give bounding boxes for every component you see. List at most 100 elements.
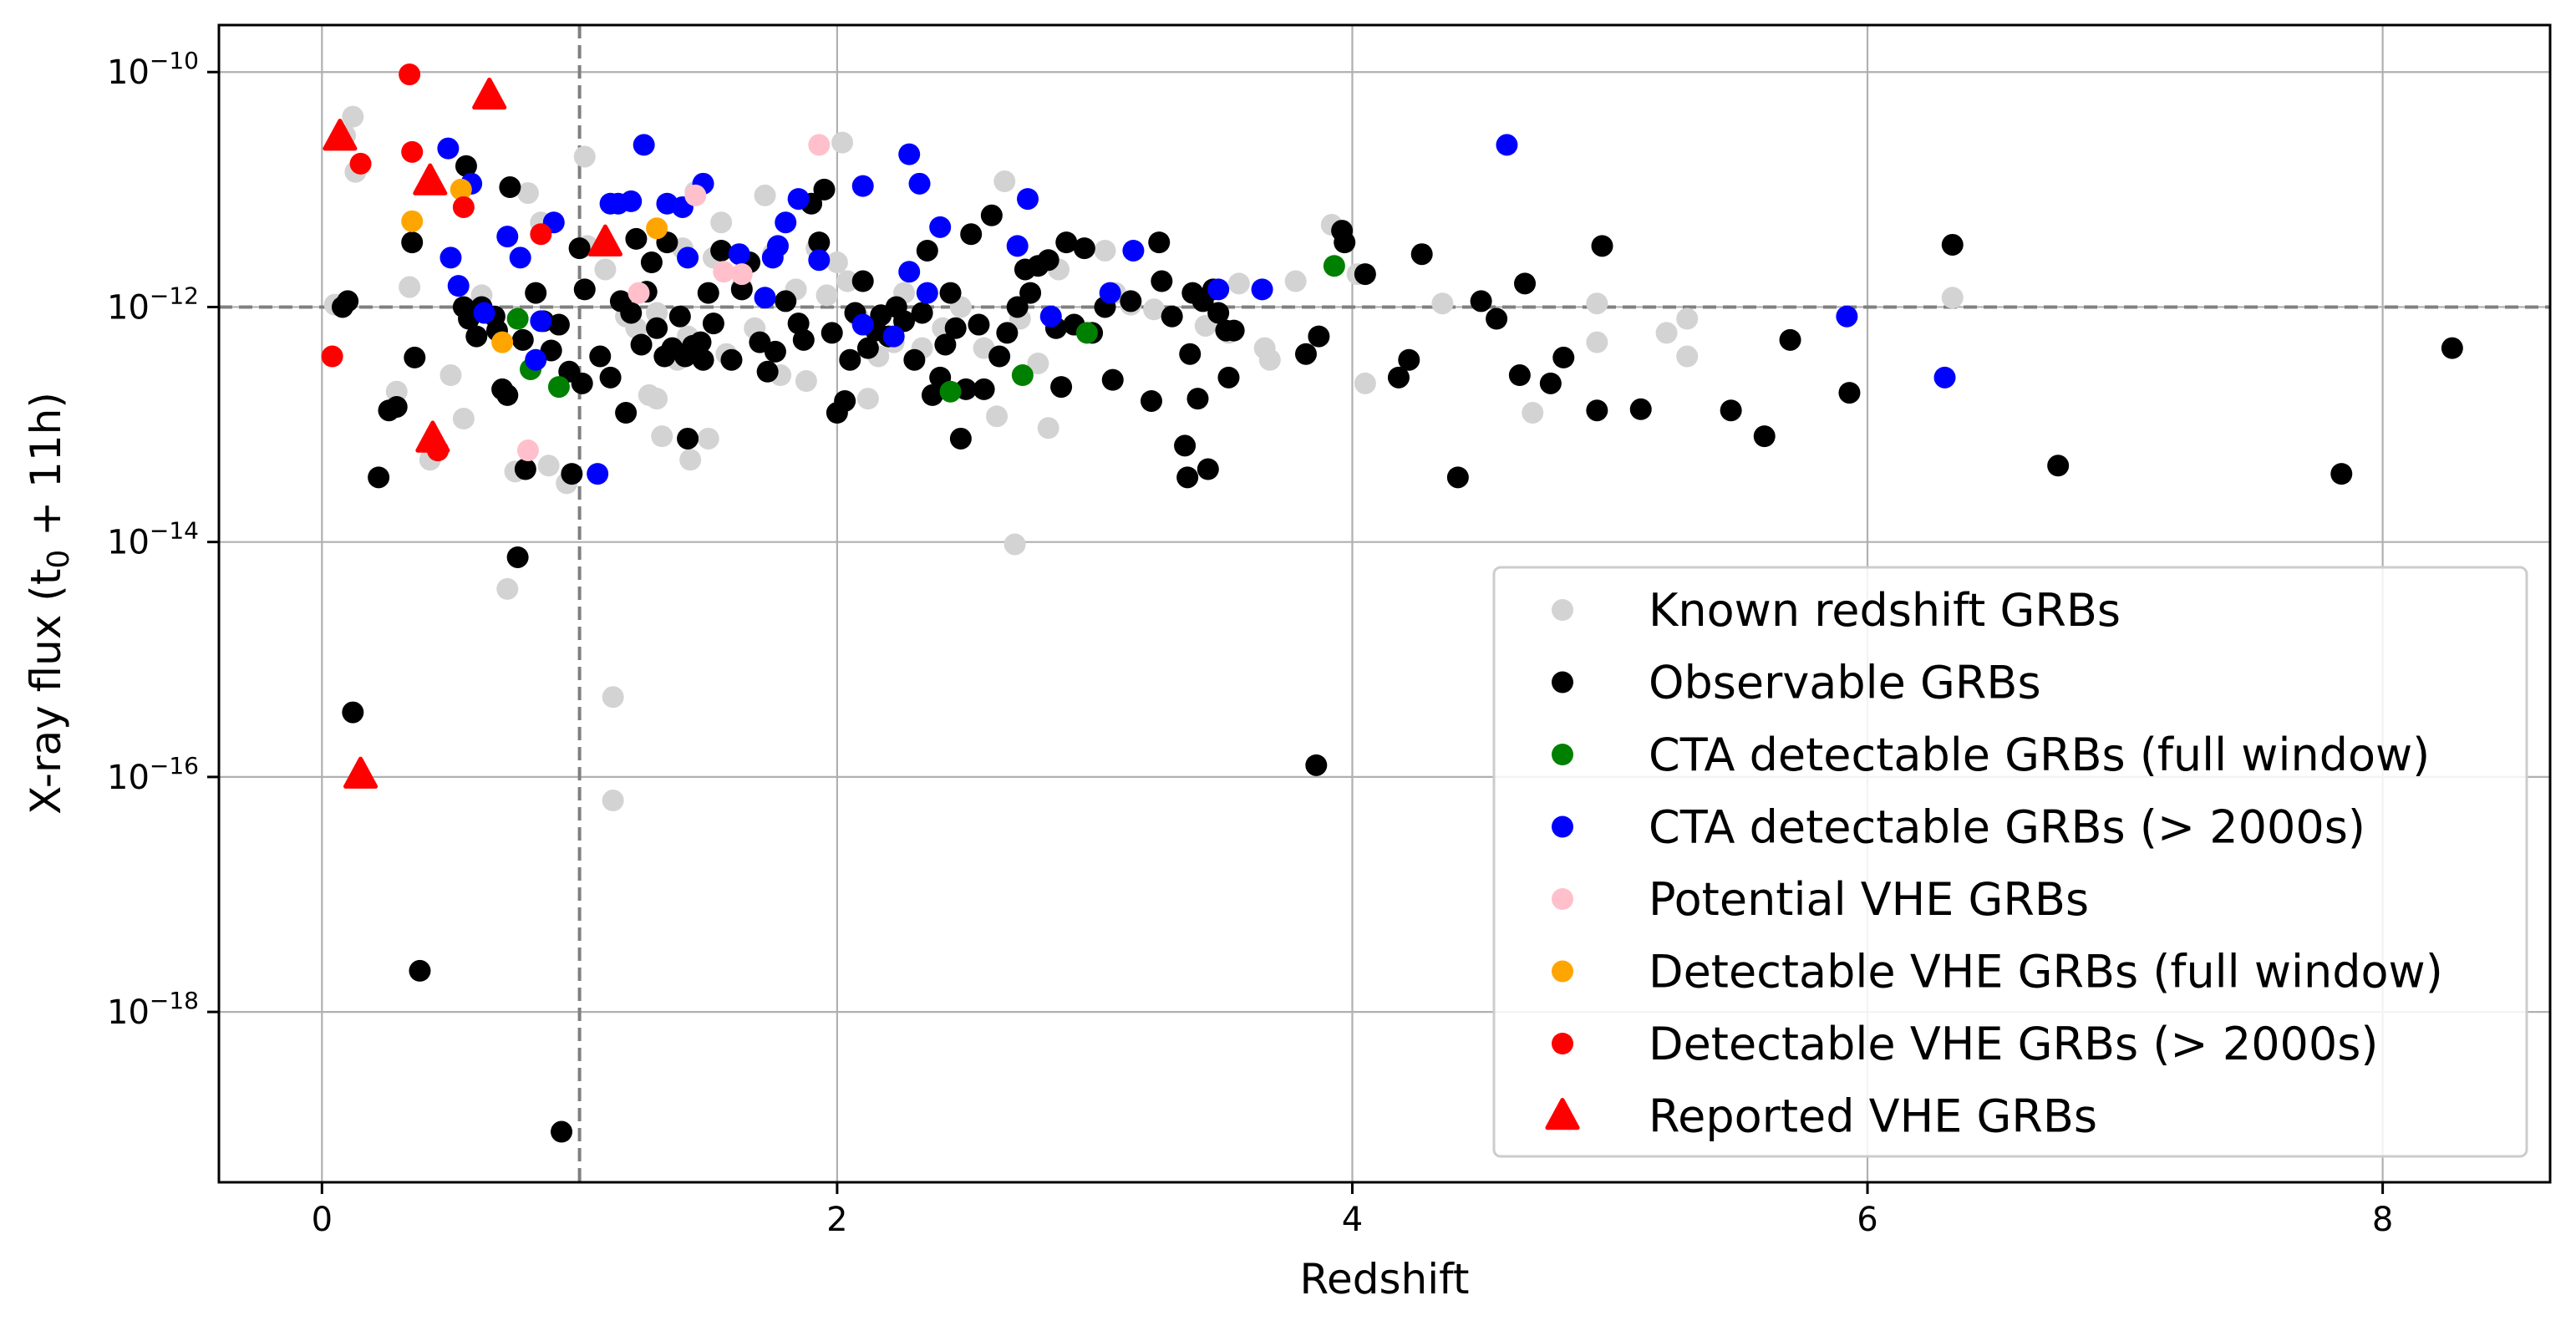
data-point	[1037, 417, 1059, 439]
data-point	[697, 427, 719, 450]
data-point	[939, 380, 962, 403]
data-point	[1050, 376, 1073, 399]
y-axis-label-subscript: 0	[42, 550, 76, 569]
data-point	[401, 231, 424, 254]
legend-marker	[1552, 599, 1573, 621]
data-point	[1011, 364, 1034, 387]
legend-marker	[1552, 960, 1573, 983]
legend-label: CTA detectable GRBs (> 2000s)	[1649, 801, 2365, 854]
data-point	[856, 337, 879, 359]
data-point	[1410, 243, 1433, 266]
data-point	[821, 322, 843, 344]
data-point	[640, 251, 663, 274]
data-point	[1779, 328, 1801, 351]
data-point	[921, 384, 943, 406]
data-point	[450, 178, 472, 201]
data-point	[851, 270, 874, 292]
data-point	[516, 439, 539, 462]
data-point	[831, 131, 854, 154]
data-point	[893, 310, 916, 333]
data-point	[1323, 255, 1345, 277]
data-point	[986, 405, 1009, 428]
data-point	[882, 325, 905, 348]
data-point	[1094, 239, 1116, 262]
data-point	[547, 376, 570, 399]
data-point	[1552, 346, 1575, 368]
data-point	[1176, 466, 1199, 489]
data-point	[401, 210, 424, 232]
plot-frame	[217, 23, 2552, 1184]
data-point	[1207, 278, 1230, 301]
data-point	[1227, 272, 1250, 295]
data-point	[949, 427, 972, 450]
data-point	[911, 302, 933, 324]
data-point	[996, 322, 1019, 344]
legend-label: Potential VHE GRBs	[1649, 873, 2089, 926]
data-point	[851, 313, 874, 336]
data-point	[651, 425, 673, 448]
data-point	[929, 216, 952, 238]
y-axis-label-tail: + 11h)	[22, 392, 70, 550]
data-point	[349, 152, 372, 175]
data-point	[1197, 458, 1219, 480]
data-point	[764, 340, 786, 363]
data-point	[677, 246, 699, 269]
data-point	[839, 348, 861, 371]
series-1	[331, 155, 2463, 1143]
x-tick-label: 0	[312, 1201, 333, 1239]
data-point	[916, 239, 938, 262]
data-point	[1522, 402, 1544, 424]
data-point	[620, 302, 643, 324]
data-point	[342, 701, 364, 724]
data-point	[1496, 134, 1518, 156]
data-point	[908, 172, 931, 195]
data-point-marker	[343, 756, 379, 789]
data-point	[452, 408, 475, 430]
legend-marker	[1552, 671, 1573, 693]
data-point	[452, 296, 475, 318]
data-point	[710, 239, 733, 262]
data-point	[439, 246, 462, 269]
data-point	[756, 360, 779, 383]
data-point	[1161, 305, 1183, 328]
data-point	[851, 175, 874, 197]
y-tick-label: 10−16	[107, 752, 199, 797]
data-point	[473, 302, 495, 324]
data-point	[1629, 398, 1652, 420]
legend-marker	[1552, 888, 1573, 910]
data-point	[1398, 348, 1420, 371]
data-point	[1075, 322, 1098, 344]
data-point	[1217, 366, 1240, 389]
data-point	[1294, 343, 1317, 365]
legend: Known redshift GRBs Observable GRBs CTA de…	[1492, 566, 2528, 1158]
data-point	[1354, 372, 1376, 394]
data-point	[646, 317, 668, 339]
data-point	[465, 325, 488, 348]
data-point	[1836, 305, 1858, 328]
data-point	[1941, 233, 1964, 256]
data-point	[1284, 270, 1307, 292]
data-point	[1174, 434, 1197, 457]
data-point	[1143, 298, 1166, 321]
data-point	[730, 263, 753, 286]
data-point	[720, 348, 743, 371]
data-point-marker	[323, 119, 358, 151]
data-point	[1017, 188, 1039, 211]
data-point	[980, 204, 1003, 226]
data-point	[1753, 425, 1776, 448]
data-point	[587, 463, 609, 485]
data-point	[1539, 372, 1562, 394]
data-point	[834, 389, 856, 412]
data-point	[509, 246, 531, 269]
data-point	[2330, 463, 2353, 485]
data-point	[1334, 231, 1356, 254]
data-point	[506, 307, 529, 330]
data-points	[321, 64, 2463, 1143]
data-point	[1207, 302, 1230, 324]
data-point	[808, 134, 831, 156]
data-point	[1141, 389, 1162, 412]
data-point	[506, 546, 529, 568]
reference-lines	[219, 25, 2550, 1182]
legend-label: Known redshift GRBs	[1649, 584, 2121, 637]
data-point	[775, 290, 797, 312]
